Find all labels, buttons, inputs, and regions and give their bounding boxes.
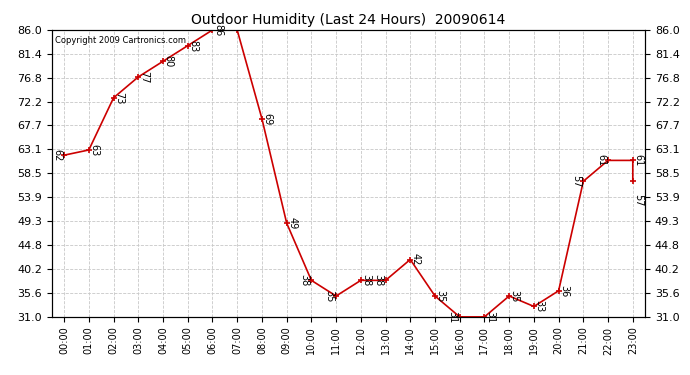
- Text: 35: 35: [435, 290, 446, 302]
- Text: 49: 49: [287, 217, 297, 229]
- Text: 31: 31: [448, 311, 457, 323]
- Title: Outdoor Humidity (Last 24 Hours)  20090614: Outdoor Humidity (Last 24 Hours) 2009061…: [191, 13, 506, 27]
- Text: 35: 35: [510, 290, 520, 302]
- Text: 31: 31: [485, 311, 495, 323]
- Text: 83: 83: [188, 39, 198, 52]
- Text: 62: 62: [52, 149, 62, 161]
- Text: 38: 38: [362, 274, 371, 286]
- Text: 80: 80: [164, 55, 174, 68]
- Text: 38: 38: [299, 274, 309, 286]
- Text: 61: 61: [633, 154, 643, 166]
- Text: 57: 57: [633, 195, 643, 207]
- Text: 36: 36: [559, 285, 569, 297]
- Text: 63: 63: [90, 144, 99, 156]
- Text: 69: 69: [262, 112, 273, 125]
- Text: 42: 42: [411, 254, 421, 266]
- Text: Copyright 2009 Cartronics.com: Copyright 2009 Cartronics.com: [55, 36, 186, 45]
- Text: 33: 33: [535, 300, 544, 313]
- Text: 38: 38: [373, 274, 384, 286]
- Text: 35: 35: [324, 290, 334, 302]
- Text: 57: 57: [571, 175, 582, 188]
- Text: 73: 73: [114, 92, 124, 104]
- Text: 61: 61: [596, 154, 606, 166]
- Text: 77: 77: [139, 71, 149, 83]
- Text: 86: 86: [213, 24, 223, 36]
